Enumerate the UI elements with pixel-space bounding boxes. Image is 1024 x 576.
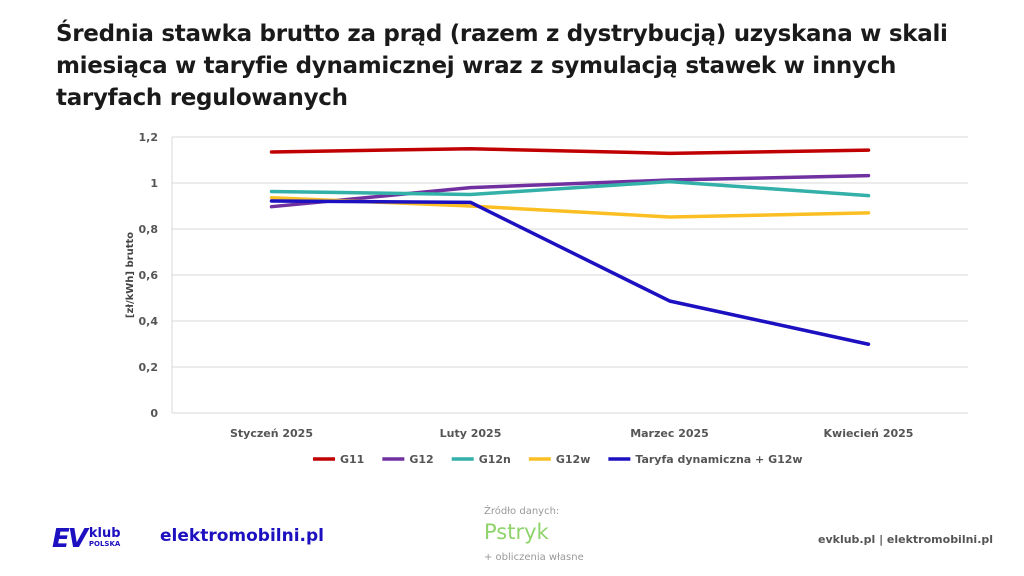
series-line-g12n (269, 179, 871, 198)
y-tick-label: 0,4 (139, 315, 159, 328)
series-line-g12 (269, 173, 871, 209)
x-tick-label: Marzec 2025 (630, 427, 709, 440)
elektromobilni-logo: elektromobilni.pl (160, 526, 324, 546)
legend-label: Taryfa dynamiczna + G12w (635, 453, 802, 466)
chart-title: Średnia stawka brutto za prąd (razem z d… (56, 21, 948, 111)
x-tick-label: Styczeń 2025 (230, 427, 313, 440)
line-chart: 0 0,2 0,4 0,6 0,8 1 1,2 [zł/kWh] brutto Styczeń … (125, 131, 968, 466)
legend-label: G11 (340, 453, 364, 466)
footer-sites: evklub.pl | elektromobilni.pl (818, 533, 994, 546)
source-note: + obliczenia własne (484, 552, 584, 563)
y-axis-label: [zł/kWh] brutto (125, 232, 136, 318)
legend-label: G12n (479, 453, 511, 466)
series-line-g11 (269, 146, 871, 156)
pstryk-logo: Pstryk (484, 520, 549, 544)
legend-label: G12w (556, 453, 591, 466)
legend-label: G12 (409, 453, 433, 466)
y-tick-label: 1,2 (139, 131, 159, 144)
y-tick-label: 0,8 (139, 223, 159, 236)
x-tick-label: Kwiecień 2025 (824, 427, 914, 440)
y-tick-label: 0 (150, 407, 158, 420)
source-label: Źródło danych: (484, 506, 560, 517)
evklub-logo: EV klub POLSKA (52, 524, 121, 554)
y-tick-label: 1 (150, 177, 158, 190)
x-tick-label: Luty 2025 (440, 427, 502, 440)
y-tick-label: 0,2 (139, 361, 159, 374)
series-line-taryfa-dynamiczna-g12w (269, 199, 871, 346)
y-tick-label: 0,6 (139, 269, 159, 282)
